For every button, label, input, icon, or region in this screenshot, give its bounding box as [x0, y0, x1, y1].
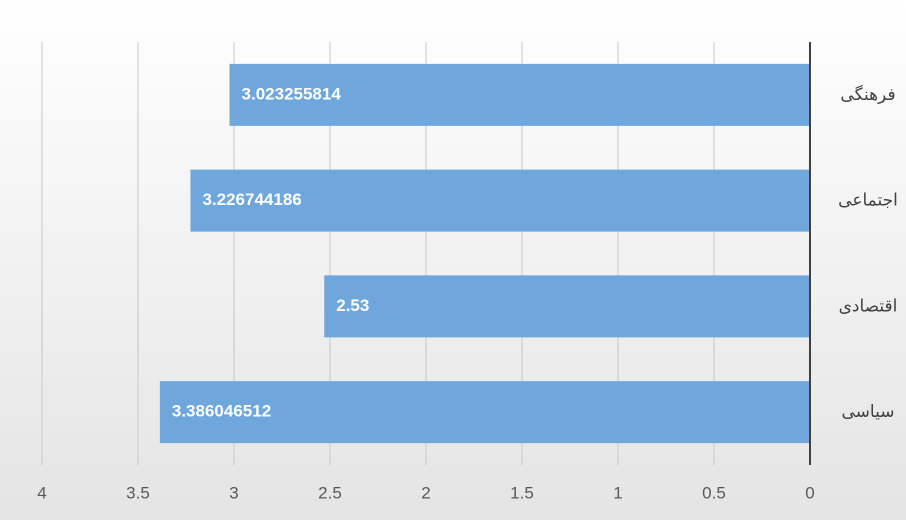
bar [190, 169, 811, 232]
y-tick-label: فرهنگی [840, 84, 895, 105]
x-tick-label: 0 [805, 483, 814, 502]
value-label: 2.53 [336, 296, 369, 315]
value-label: 3.226744186 [202, 190, 301, 209]
x-tick-label: 1 [613, 483, 622, 502]
x-tick-label: 2.5 [318, 483, 342, 502]
x-tick-label: 2 [421, 483, 430, 502]
y-tick-label: اقتصادی [839, 296, 898, 316]
bar [324, 275, 810, 338]
value-label: 3.386046512 [172, 402, 271, 421]
x-tick-label: 4 [37, 483, 46, 502]
x-tick-label: 1.5 [510, 483, 534, 502]
x-tick-label: 3.5 [126, 483, 150, 502]
value-label: 3.023255814 [242, 84, 342, 103]
y-tick-label: سیاسی [842, 402, 895, 422]
y-tick-label: اجتماعی [838, 191, 898, 211]
bar [159, 381, 810, 444]
x-tick-label: 3 [229, 483, 238, 502]
x-tick-label: 0.5 [702, 483, 726, 502]
bar [229, 63, 810, 126]
